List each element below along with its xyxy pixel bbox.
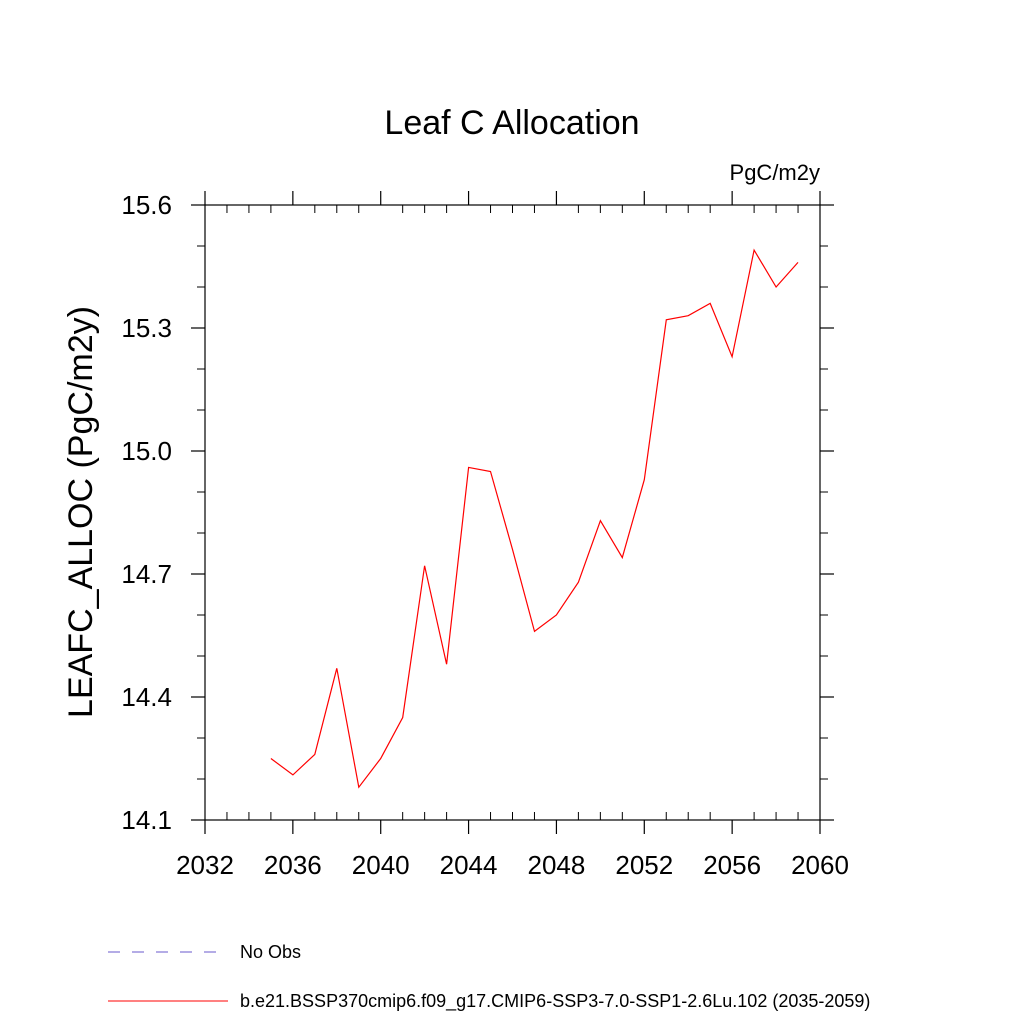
x-tick-label: 2056 bbox=[703, 850, 761, 880]
y-tick-labels: 14.1 14.4 14.7 15.0 15.3 15.6 bbox=[121, 190, 172, 835]
y-tick-label: 14.4 bbox=[121, 682, 172, 712]
legend-label: No Obs bbox=[240, 942, 301, 962]
series-group bbox=[270, 248, 799, 789]
y-tick-label: 14.1 bbox=[121, 805, 172, 835]
plot-frame bbox=[204, 204, 821, 821]
legend-label: b.e21.BSSP370cmip6.f09_g17.CMIP6-SSP3-7.… bbox=[240, 991, 870, 1012]
x-tick-label: 2048 bbox=[528, 850, 586, 880]
y-tick-label: 15.3 bbox=[121, 313, 172, 343]
y-axis-label: LEAFC_ALLOC (PgC/m2y) bbox=[62, 306, 100, 718]
axis-ticks bbox=[191, 191, 834, 834]
y-tick-label: 15.0 bbox=[121, 436, 172, 466]
y-tick-label: 15.6 bbox=[121, 190, 172, 220]
legend: No Obs b.e21.BSSP370cmip6.f09_g17.CMIP6-S… bbox=[108, 942, 870, 1012]
x-tick-labels: 2032 2036 2040 2044 2048 2052 2056 2060 bbox=[176, 850, 849, 880]
y-tick-label: 14.7 bbox=[121, 559, 172, 589]
units-label: PgC/m2y bbox=[730, 160, 820, 185]
x-tick-label: 2032 bbox=[176, 850, 234, 880]
x-tick-label: 2052 bbox=[615, 850, 673, 880]
x-tick-label: 2060 bbox=[791, 850, 849, 880]
chart-title: Leaf C Allocation bbox=[384, 104, 639, 142]
series-line bbox=[270, 248, 799, 789]
x-tick-label: 2036 bbox=[264, 850, 322, 880]
x-tick-label: 2044 bbox=[440, 850, 498, 880]
x-tick-label: 2040 bbox=[352, 850, 410, 880]
